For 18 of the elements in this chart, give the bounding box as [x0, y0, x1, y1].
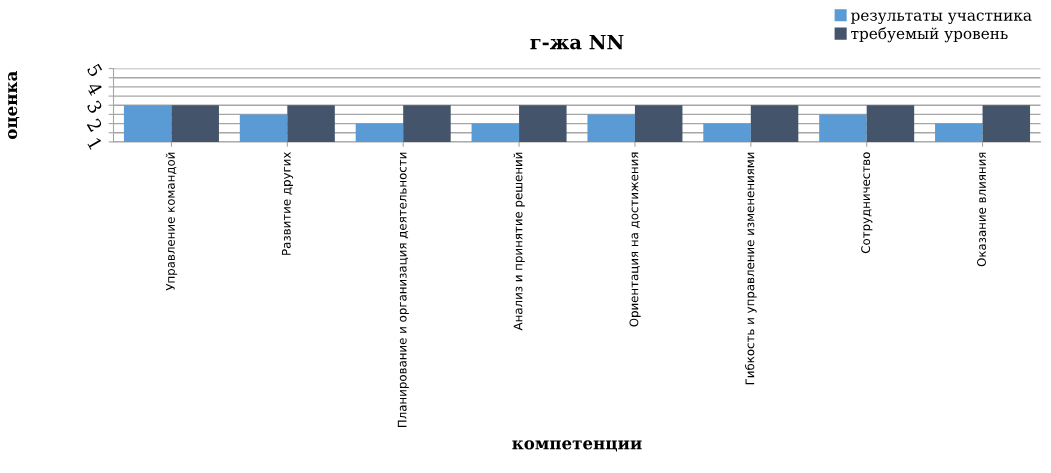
- x-tick-label: Гибкость и управление изменениями: [744, 152, 757, 385]
- y-axis-title: оценка: [8, 71, 20, 140]
- chart-title: г-жа NN: [530, 34, 624, 50]
- y-tick-label: 2: [86, 117, 103, 132]
- x-tick-label: Оказание влияния: [977, 152, 986, 267]
- y-tick-label: 3: [86, 99, 103, 115]
- x-tick-label: Ориентация на достижения: [629, 152, 641, 327]
- x-tick-label: Развитие других: [281, 152, 294, 255]
- y-tick-label: 4: [86, 80, 104, 97]
- x-tick-label: Сотрудничество: [861, 152, 873, 254]
- y-tick-label: 1: [87, 137, 103, 150]
- x-tick-label: Управление командой: [165, 152, 178, 291]
- legend-label: результаты участника: [851, 12, 1032, 25]
- y-tick-label: 5: [86, 63, 103, 78]
- legend-label: требуемый уровень: [851, 27, 1008, 43]
- x-tick-label: Планирование и организация деятельности: [397, 152, 409, 428]
- x-axis-title: компетенции: [512, 440, 642, 452]
- x-tick-label: Анализ и принятие решений: [513, 152, 525, 331]
